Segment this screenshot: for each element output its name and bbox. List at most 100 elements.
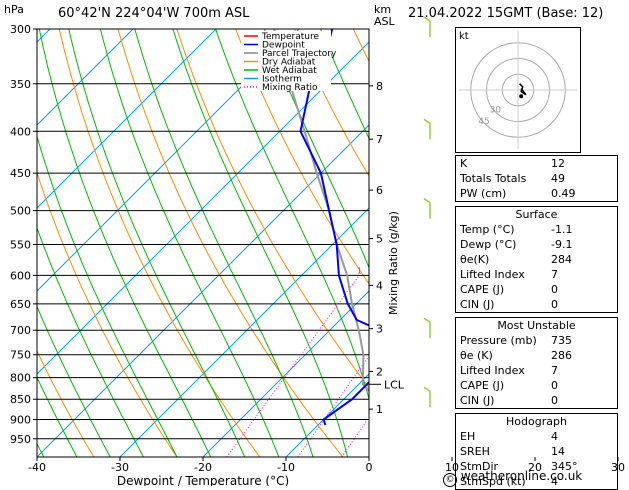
hodograph-unit-label: kt bbox=[459, 31, 469, 42]
stat-row: Temp (°C)-1.1 bbox=[456, 222, 617, 237]
altitude-label: 1 bbox=[376, 403, 383, 416]
wet-adiabat-line bbox=[0, 29, 20, 474]
credit-text: weatheronline.co.uk bbox=[461, 469, 582, 483]
altitude-label: 7 bbox=[376, 133, 383, 146]
x-axis-label: Dewpoint / Temperature (°C) bbox=[117, 474, 289, 486]
timestamp: 21.04.2022 15GMT (Base: 12) bbox=[408, 6, 603, 21]
temp-tick-label: -40 bbox=[28, 461, 46, 474]
stat-row: CIN (J)0 bbox=[456, 297, 617, 312]
storm-motion-marker bbox=[519, 94, 523, 98]
stat-value: -9.1 bbox=[551, 237, 613, 252]
temp-tick-label: -10 bbox=[277, 461, 295, 474]
most-unstable-title: Most Unstable bbox=[456, 318, 617, 333]
stat-label: Totals Totals bbox=[460, 171, 551, 186]
temp-tick-label: -20 bbox=[194, 461, 212, 474]
stat-value: 0 bbox=[551, 297, 613, 312]
stat-label: EH bbox=[460, 429, 551, 444]
pressure-tick-label: 850 bbox=[10, 393, 31, 406]
stat-label: Dewp (°C) bbox=[460, 237, 551, 252]
pressure-tick-label: 950 bbox=[10, 433, 31, 446]
stat-label: θe (K) bbox=[460, 348, 551, 363]
wet-adiabat-line bbox=[0, 29, 86, 474]
pressure-tick-label: 400 bbox=[10, 125, 31, 138]
hodograph-ring-label: 45 bbox=[478, 117, 489, 127]
pressure-tick-label: 450 bbox=[10, 167, 31, 180]
stat-value: -1.1 bbox=[551, 222, 613, 237]
plot-frame bbox=[37, 29, 369, 457]
stat-value: 49 bbox=[551, 171, 613, 186]
stat-value: 0.49 bbox=[551, 186, 613, 201]
hpa-unit-label: hPa bbox=[4, 4, 24, 16]
stat-value: 284 bbox=[551, 252, 613, 267]
lcl-label: LCL bbox=[384, 378, 405, 391]
pressure-tick-label: 550 bbox=[10, 238, 31, 251]
stat-row: CIN (J)0 bbox=[456, 393, 617, 408]
pressure-tick-label: 800 bbox=[10, 372, 31, 385]
dry-adiabat-line bbox=[59, 29, 260, 457]
stat-row: CAPE (J)0 bbox=[456, 378, 617, 393]
stat-row: Dewp (°C)-9.1 bbox=[456, 237, 617, 252]
station-info: 60°42'N 224°04'W 700m ASL bbox=[58, 6, 249, 21]
mixing-ratio-label: 1 bbox=[357, 266, 362, 275]
isotherm-line bbox=[618, 29, 629, 457]
altitude-label: 8 bbox=[376, 80, 383, 93]
stat-value: 0 bbox=[551, 378, 613, 393]
stat-value: 7 bbox=[551, 267, 613, 282]
stat-value: 0 bbox=[551, 393, 613, 408]
temp-tick-label: 0 bbox=[366, 461, 373, 474]
mixing-ratio-line bbox=[342, 275, 468, 457]
stat-value: 0 bbox=[551, 282, 613, 297]
stat-row: θe(K)284 bbox=[456, 252, 617, 267]
stat-label: Lifted Index bbox=[460, 363, 551, 378]
pressure-tick-label: 750 bbox=[10, 349, 31, 362]
stat-row: PW (cm)0.49 bbox=[456, 186, 617, 201]
stat-value: 4 bbox=[551, 429, 613, 444]
hodograph-ring-label: 30 bbox=[490, 106, 502, 116]
stat-value: 12 bbox=[551, 156, 613, 171]
wet-adiabat-line bbox=[100, 29, 285, 474]
wet-adiabat-line bbox=[216, 29, 385, 474]
altitude-label: 5 bbox=[376, 233, 383, 246]
stat-value: 735 bbox=[551, 333, 613, 348]
hodograph-title: Hodograph bbox=[456, 414, 617, 429]
stat-label: CAPE (J) bbox=[460, 282, 551, 297]
mixing-ratio-label: 2 bbox=[424, 266, 429, 275]
wind-barb-flag bbox=[424, 318, 430, 322]
stat-value: 7 bbox=[551, 363, 613, 378]
stat-label: θe(K) bbox=[460, 252, 551, 267]
wind-barb-flag bbox=[424, 119, 430, 123]
stat-row: Pressure (mb)735 bbox=[456, 333, 617, 348]
wet-adiabat-line bbox=[0, 29, 53, 474]
stat-row: θe (K)286 bbox=[456, 348, 617, 363]
pressure-tick-label: 500 bbox=[10, 205, 31, 218]
altitude-label: 3 bbox=[376, 323, 383, 336]
altitude-label: 4 bbox=[376, 279, 383, 292]
stat-label: CIN (J) bbox=[460, 297, 551, 312]
stat-label: Lifted Index bbox=[460, 267, 551, 282]
stat-label: PW (cm) bbox=[460, 186, 551, 201]
stat-label: CAPE (J) bbox=[460, 378, 551, 393]
temp-tick-label: -30 bbox=[111, 461, 129, 474]
credit-footer: © weatheronline.co.uk bbox=[443, 469, 582, 487]
legend-label: Mixing Ratio bbox=[262, 83, 318, 93]
pressure-tick-label: 700 bbox=[10, 324, 31, 337]
stat-label: SREH bbox=[460, 444, 551, 459]
km-unit-label: km ASL bbox=[374, 4, 395, 28]
wind-barb-flag bbox=[424, 199, 430, 203]
wet-adiabat-line bbox=[135, 29, 319, 474]
altitude-label: 2 bbox=[376, 365, 383, 378]
pressure-tick-label: 300 bbox=[10, 23, 31, 36]
